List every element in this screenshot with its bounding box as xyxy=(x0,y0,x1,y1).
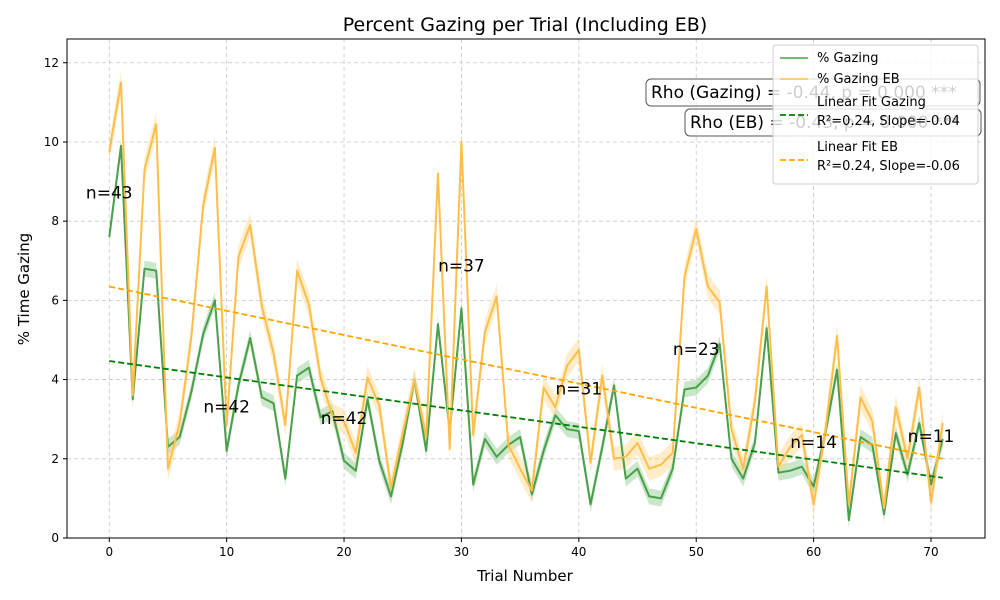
x-tick-label: 70 xyxy=(923,545,938,559)
eb-line xyxy=(108,81,944,510)
fit-eb-line xyxy=(109,285,943,460)
y-axis-title: % Time Gazing xyxy=(15,233,33,345)
legend-fit-gazing-stats: R²=0.24, Slope=-0.04 xyxy=(817,114,960,129)
x-axis-title: Trial Number xyxy=(476,567,574,585)
legend-eb-label: % Gazing EB xyxy=(817,72,900,87)
legend-box xyxy=(772,44,979,185)
fit-lines xyxy=(109,285,943,479)
sample-size-annotations: n=43 n=42 n=42 n=37 n=31 n=23 n=14 n=11 xyxy=(86,183,954,453)
y-tick-label: 2 xyxy=(51,452,59,466)
y-tick-label: 10 xyxy=(44,135,59,149)
x-tick-label: 50 xyxy=(689,545,704,559)
sample-size-label: n=31 xyxy=(555,379,602,399)
sample-size-label: n=42 xyxy=(203,397,250,417)
x-tick-label: 20 xyxy=(336,545,351,559)
y-tick-label: 6 xyxy=(51,293,59,307)
sample-size-label: n=37 xyxy=(438,257,485,277)
axes: 0 10 20 30 40 50 60 70 0 2 4 6 8 10 12 xyxy=(44,38,986,559)
x-tick-label: 60 xyxy=(806,545,821,559)
plot-frame xyxy=(66,38,986,539)
legend-fit-eb-stats: R²=0.24, Slope=-0.06 xyxy=(817,159,960,174)
x-tick-label: 0 xyxy=(105,545,113,559)
series-lines xyxy=(108,81,944,522)
sample-size-label: n=42 xyxy=(321,409,368,429)
legend-fit-eb-label: Linear Fit EB xyxy=(817,140,898,155)
y-tick-label: 4 xyxy=(51,373,59,387)
sample-size-label: n=11 xyxy=(908,427,955,447)
x-tick-label: 30 xyxy=(454,545,469,559)
gazing-line xyxy=(108,144,944,522)
x-tick-label: 40 xyxy=(571,545,586,559)
x-tick-label: 10 xyxy=(219,545,234,559)
fit-gazing-line xyxy=(109,360,943,479)
legend-gazing-label: % Gazing xyxy=(817,51,878,66)
sample-size-label: n=43 xyxy=(86,183,133,203)
y-tick-label: 8 xyxy=(51,214,59,228)
y-tick-label: 0 xyxy=(51,531,59,545)
chart-title: Percent Gazing per Trial (Including EB) xyxy=(343,14,708,36)
sample-size-label: n=14 xyxy=(790,433,837,453)
sample-size-label: n=23 xyxy=(673,340,720,360)
legend: % Gazing % Gazing EB Linear Fit Gazing R²=0… xyxy=(772,44,979,185)
legend-fit-gazing-label: Linear Fit Gazing xyxy=(817,95,926,110)
y-tick-label: 12 xyxy=(44,56,59,70)
